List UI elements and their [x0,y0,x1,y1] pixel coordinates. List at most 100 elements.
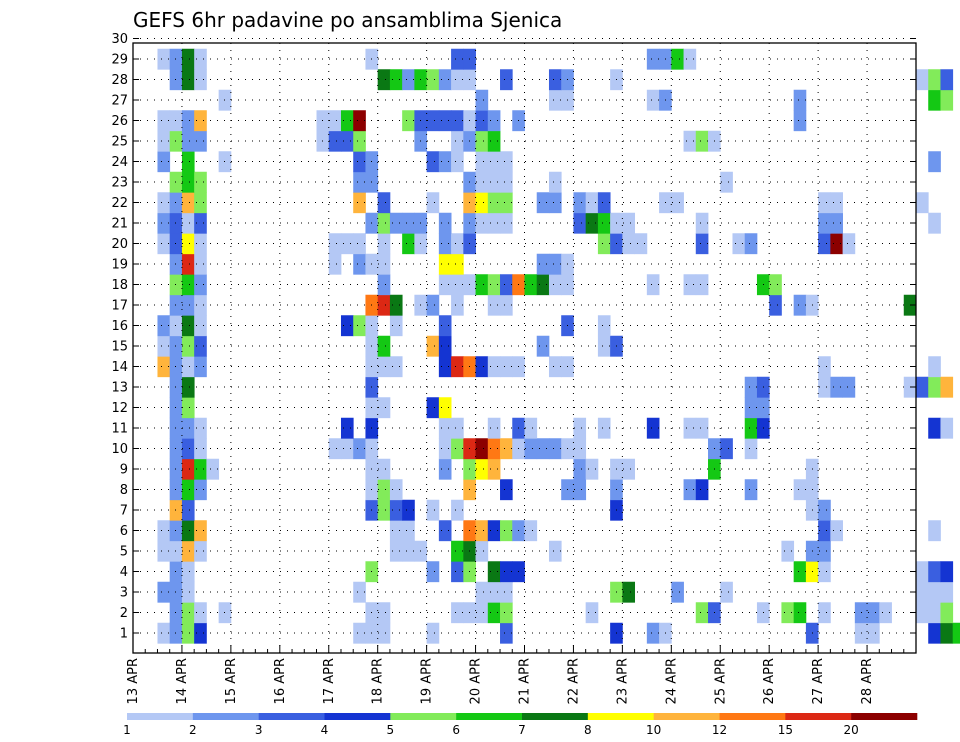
colorbar-label: 8 [584,723,592,737]
heatmap-cell [548,171,562,193]
x-tick-label: 28 APR [860,658,875,704]
y-tick-label: 9 [120,463,128,478]
heatmap-cell [451,294,464,316]
heatmap-cell [426,622,440,644]
y-tick-label: 22 [111,196,128,211]
heatmap-cell [157,622,171,644]
y-tick-label: 28 [111,73,128,88]
heatmap-cell [793,479,807,501]
heatmap-cell [548,192,562,214]
colorbar-label: 7 [518,723,526,737]
heatmap-cell [928,212,941,234]
heatmap-cell [194,622,207,644]
y-tick-label: 10 [111,442,128,457]
heatmap-cell [720,581,733,603]
heatmap-cell [451,438,464,460]
heatmap-cell [181,192,195,214]
heatmap-cell [500,479,513,501]
heatmap-cell [181,561,195,583]
heatmap-cell [169,520,183,542]
y-tick-label: 6 [120,524,128,539]
heatmap-cell [928,151,941,173]
heatmap-cell [426,397,440,419]
heatmap-cell [353,110,366,132]
heatmap-cell [818,602,831,624]
heatmap-cell [438,274,452,296]
heatmap-cell [181,479,195,501]
heatmap-cell [169,130,183,152]
colorbar-swatch [192,713,259,720]
heatmap-cells [157,48,960,644]
heatmap-cell [328,233,342,255]
heatmap-cell [597,315,611,337]
heatmap-cell [842,233,856,255]
heatmap-cell [451,499,464,521]
heatmap-cell [928,356,941,378]
heatmap-cell [744,376,758,398]
heatmap-cell [744,397,758,419]
heatmap-cell [181,499,195,521]
heatmap-cell [451,151,464,173]
heatmap-cell [793,294,807,316]
heatmap-cell [695,602,709,624]
heatmap-cell [744,233,758,255]
heatmap-cell [389,520,403,542]
heatmap-cell [500,520,513,542]
heatmap-cell [353,315,366,337]
heatmap-cell [475,89,489,111]
heatmap-cell [438,417,452,439]
heatmap-cell [194,520,207,542]
heatmap-cell [475,171,489,193]
heatmap-cell [720,171,733,193]
heatmap-cell [169,274,183,296]
y-tick-label: 12 [111,401,128,416]
heatmap-cell [377,622,391,644]
y-tick-label: 23 [111,176,128,191]
x-tick-label: 20 APR [469,658,484,704]
chart-title: GEFS 6hr padavine po ansamblima Sjenica [133,8,562,32]
heatmap-cell [438,69,452,91]
heatmap-cell [389,499,403,521]
heatmap-cell [157,356,171,378]
heatmap-cell [181,274,195,296]
heatmap-cell [438,458,452,480]
heatmap-cell [194,294,207,316]
colorbar-label: 1 [123,723,131,737]
heatmap-cell [500,581,513,603]
heatmap-cell [622,212,636,234]
heatmap-cell [475,110,489,132]
heatmap-cell [548,69,562,91]
heatmap-cell [328,130,342,152]
colorbar-label: 12 [712,723,727,737]
y-tick-label: 1 [120,627,128,642]
heatmap-cell [671,48,684,70]
y-tick-label: 18 [111,278,128,293]
heatmap-cell [353,151,366,173]
heatmap-cell [328,110,342,132]
x-tick-label: 25 APR [713,658,728,704]
heatmap-cell [169,499,183,521]
heatmap-cell [389,294,403,316]
heatmap-cell [451,233,464,255]
heatmap-cell [194,335,207,357]
heatmap-cell [377,274,391,296]
heatmap-cell [181,581,195,603]
heatmap-cell [157,110,171,132]
heatmap-cell [536,192,550,214]
x-tick-label: 23 APR [615,658,630,704]
heatmap-cell [683,274,697,296]
heatmap-cell [451,253,464,275]
heatmap-cell [169,233,183,255]
heatmap-cell [818,233,831,255]
heatmap-cell [169,294,183,316]
heatmap-cell [695,274,709,296]
heatmap-cell [402,520,415,542]
heatmap-cell [340,438,354,460]
heatmap-cell [181,397,195,419]
heatmap-cell [389,479,403,501]
heatmap-cell [377,335,391,357]
heatmap-cell [194,479,207,501]
heatmap-cell [867,602,880,624]
colorbar: 1 2 3 4 5 6 7 8 10 12 15 20 [123,713,918,737]
y-tick-label: 5 [120,545,128,560]
